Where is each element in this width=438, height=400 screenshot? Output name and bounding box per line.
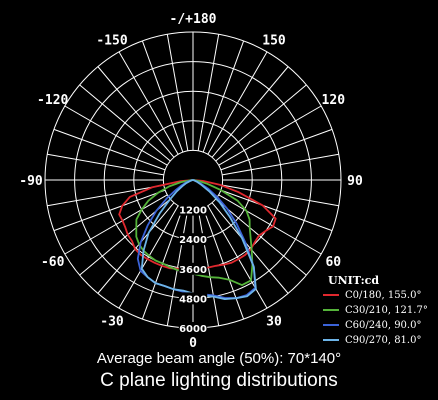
grid-spoke xyxy=(218,194,322,255)
legend-label-1: C30/210, 121.7° xyxy=(345,305,428,316)
grid-spoke xyxy=(218,105,322,166)
grid-spoke xyxy=(215,198,307,276)
grid-spoke xyxy=(222,153,339,176)
radial-tick-label: 1200 xyxy=(179,206,207,217)
grid-spoke xyxy=(118,51,179,155)
angle-label: -60 xyxy=(41,255,65,270)
radial-tick-label: 2400 xyxy=(179,235,207,246)
angle-label: 30 xyxy=(266,314,282,329)
radial-tick-label: 6000 xyxy=(179,324,207,335)
grid-spoke xyxy=(197,34,220,151)
grid-spoke xyxy=(47,153,164,176)
grid-spoke xyxy=(215,84,307,162)
legend-label-0: C0/180, 155.0° xyxy=(345,290,421,301)
grid-spoke xyxy=(220,128,333,171)
grid-spoke xyxy=(64,105,168,166)
grid-spoke xyxy=(220,189,333,232)
grid-spoke xyxy=(64,194,168,255)
angle-label: -30 xyxy=(100,314,124,329)
radial-tick-bg xyxy=(178,322,208,334)
grid-spoke xyxy=(97,66,175,158)
angle-label: 60 xyxy=(325,255,341,270)
unit-label: UNIT:cd xyxy=(328,274,379,287)
grid-spoke xyxy=(222,184,339,207)
grid-spoke xyxy=(47,184,164,207)
grid-spoke xyxy=(211,202,289,294)
grid-spoke xyxy=(53,128,166,171)
legend-label-2: C60/240, 90.0° xyxy=(345,320,421,331)
grid-spoke xyxy=(141,40,184,153)
beam-angle-caption: Average beam angle (50%): 70*140° xyxy=(96,350,342,367)
grid-spoke xyxy=(166,209,189,326)
legend-label-3: C90/270, 81.0° xyxy=(345,335,421,346)
grid-spoke xyxy=(53,189,166,232)
radial-tick-label: 3600 xyxy=(179,265,207,276)
grid-spoke xyxy=(207,205,268,309)
angle-label: -150 xyxy=(96,34,127,49)
grid-spoke xyxy=(118,205,179,309)
chart-title: C plane lighting distributions xyxy=(100,370,338,391)
angle-label: 120 xyxy=(322,93,346,108)
grid-spoke xyxy=(97,202,175,294)
radial-tick-bg xyxy=(178,233,208,246)
angle-label: -/+180 xyxy=(170,12,217,27)
radial-tick-label: 4800 xyxy=(179,294,207,305)
grid-spoke xyxy=(79,84,171,162)
grid-spoke xyxy=(211,66,289,158)
radial-tick-bg xyxy=(178,292,208,305)
radial-tick-bg xyxy=(178,262,208,275)
radial-tick-bg xyxy=(178,203,208,216)
angle-label: -120 xyxy=(37,93,68,108)
angle-label: 150 xyxy=(262,34,286,49)
angle-label: 90 xyxy=(347,174,363,189)
series-line-3 xyxy=(140,179,257,300)
grid-spoke xyxy=(207,51,268,155)
grid-spoke xyxy=(202,207,245,320)
grid-spoke xyxy=(166,34,189,151)
legend: UNIT:cd C0/180, 155.0° C30/210, 121.7° C60… xyxy=(323,274,428,346)
angle-label: -90 xyxy=(19,174,43,189)
grid-spoke xyxy=(202,40,245,153)
angle-label: 0 xyxy=(189,336,197,351)
